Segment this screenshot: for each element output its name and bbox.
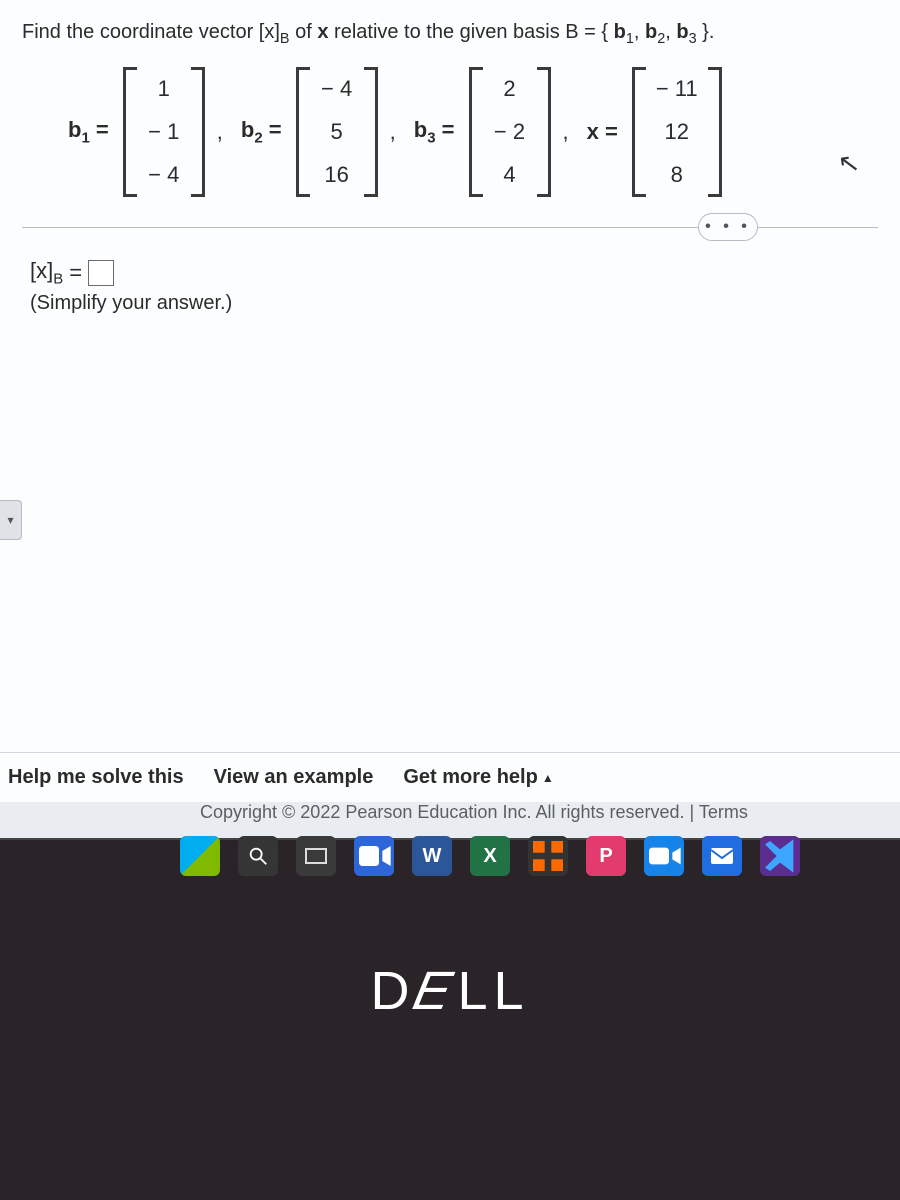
start-button[interactable] bbox=[180, 836, 220, 876]
expand-sidebar-button[interactable]: ▾ bbox=[0, 500, 22, 540]
publisher-app-button[interactable]: P bbox=[586, 836, 626, 876]
x-label: x = bbox=[587, 119, 618, 145]
b2-vector: − 4 5 16 bbox=[296, 67, 378, 197]
problem-prompt: Find the coordinate vector [x]B of x rel… bbox=[22, 18, 878, 49]
dell-logo: DELL bbox=[0, 960, 900, 1022]
mail-app-button[interactable] bbox=[702, 836, 742, 876]
word-app-button[interactable]: W bbox=[412, 836, 452, 876]
x-vector: − 11 12 8 bbox=[632, 67, 722, 197]
app-button[interactable] bbox=[528, 836, 568, 876]
help-bar: Help me solve this View an example Get m… bbox=[0, 752, 900, 802]
taskbar: W X P bbox=[180, 828, 800, 884]
video-app-button[interactable] bbox=[354, 836, 394, 876]
view-example-link[interactable]: View an example bbox=[214, 766, 374, 789]
b3-vector: 2 − 2 4 bbox=[469, 67, 551, 197]
camera-app-button[interactable] bbox=[644, 836, 684, 876]
video-icon bbox=[354, 836, 394, 876]
b1-label: b1 = bbox=[68, 117, 109, 146]
camera-icon bbox=[644, 836, 684, 876]
vscode-icon bbox=[760, 836, 800, 876]
help-me-solve-link[interactable]: Help me solve this bbox=[8, 766, 184, 789]
b3-label: b3 = bbox=[414, 117, 455, 146]
problem-card: Find the coordinate vector [x]B of x rel… bbox=[0, 0, 900, 752]
task-view-icon bbox=[305, 848, 327, 864]
simplify-note: (Simplify your answer.) bbox=[30, 292, 878, 315]
answer-line: [x]B = bbox=[30, 258, 878, 287]
divider: • • • bbox=[22, 227, 878, 228]
search-button[interactable] bbox=[238, 836, 278, 876]
task-view-button[interactable] bbox=[296, 836, 336, 876]
dots-icon: • • • bbox=[705, 218, 751, 236]
caret-up-icon: ▲ bbox=[542, 771, 554, 785]
comma: , bbox=[217, 119, 223, 145]
grid-icon bbox=[528, 836, 568, 876]
copyright-text: Copyright © 2022 Pearson Education Inc. … bbox=[0, 802, 900, 823]
vscode-app-button[interactable] bbox=[760, 836, 800, 876]
b2-label: b2 = bbox=[241, 117, 282, 146]
get-more-help-link[interactable]: Get more help▲ bbox=[403, 766, 553, 789]
answer-block: [x]B = (Simplify your answer.) bbox=[22, 258, 878, 314]
answer-input[interactable] bbox=[88, 260, 114, 286]
screen-area: Find the coordinate vector [x]B of x rel… bbox=[0, 0, 900, 840]
more-options-button[interactable]: • • • bbox=[698, 213, 758, 241]
comma: , bbox=[390, 119, 396, 145]
excel-app-button[interactable]: X bbox=[470, 836, 510, 876]
mail-icon bbox=[710, 847, 734, 865]
comma: , bbox=[563, 119, 569, 145]
chevron-down-icon: ▾ bbox=[7, 513, 13, 527]
vectors-row: b1 = 1 − 1 − 4 , b2 = − 4 5 1 bbox=[22, 67, 878, 197]
b1-vector: 1 − 1 − 4 bbox=[123, 67, 205, 197]
cursor-icon: ↖ bbox=[836, 147, 862, 181]
search-icon bbox=[247, 845, 269, 867]
